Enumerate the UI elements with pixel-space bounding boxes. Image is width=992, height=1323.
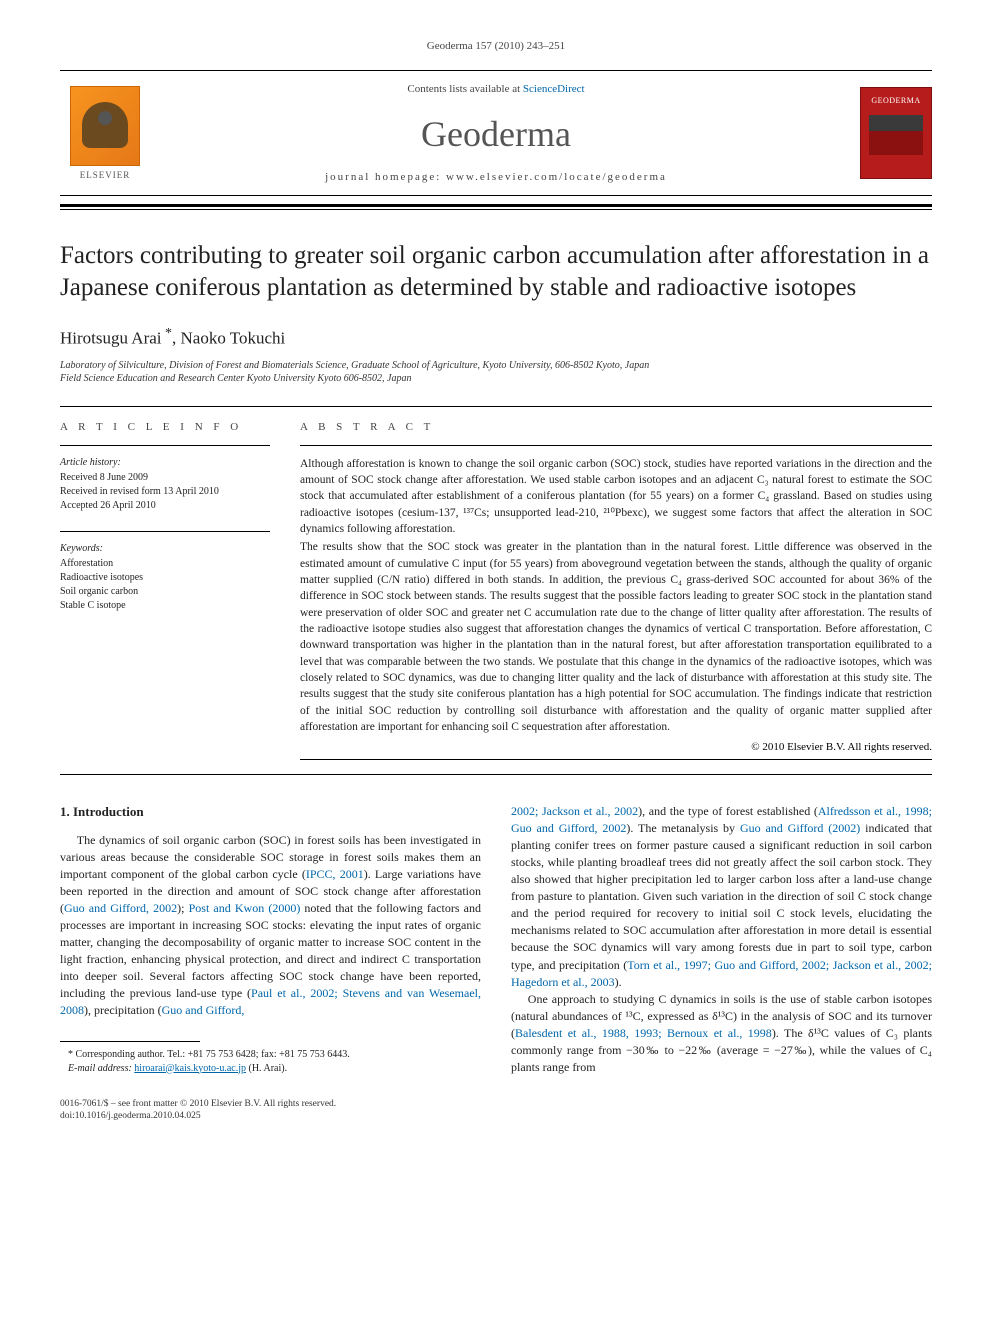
journal-name: Geoderma	[150, 113, 842, 155]
affiliation-1: Laboratory of Silviculture, Division of …	[60, 359, 932, 373]
intro-paragraph-right-2: One approach to studying C dynamics in s…	[511, 991, 932, 1076]
corresponding-author-footnote: * Corresponding author. Tel.: +81 75 753…	[60, 1048, 481, 1075]
author-2: Naoko Tokuchi	[181, 329, 286, 348]
contents-available-line: Contents lists available at ScienceDirec…	[150, 83, 842, 95]
footnote-tel-fax: * Corresponding author. Tel.: +81 75 753…	[60, 1048, 481, 1062]
abstract-column: A B S T R A C T Although afforestation i…	[300, 421, 932, 761]
history-revised: Received in revised form 13 April 2010	[60, 485, 270, 499]
history-received: Received 8 June 2009	[60, 471, 270, 485]
sciencedirect-link[interactable]: ScienceDirect	[523, 83, 585, 95]
abstract-paragraph-2: The results show that the SOC stock was …	[300, 539, 932, 735]
abstract-paragraph-1: Although afforestation is known to chang…	[300, 456, 932, 538]
author-separator: ,	[172, 329, 181, 348]
keywords-heading: Keywords:	[60, 542, 270, 556]
section-divider	[60, 406, 932, 407]
intro-text-r1a: ), and the type of forest established (	[638, 804, 818, 818]
affiliation-2: Field Science Education and Research Cen…	[60, 372, 932, 386]
contents-prefix: Contents lists available at	[407, 83, 522, 95]
keywords-block: Keywords: Afforestation Radioactive isot…	[60, 542, 270, 613]
publisher-logo-block: ELSEVIER	[60, 86, 150, 180]
section-heading-introduction: 1. Introduction	[60, 803, 481, 821]
abstract-divider-top	[300, 445, 932, 446]
intro-paragraph-right-1: 2002; Jackson et al., 2002), and the typ…	[511, 803, 932, 990]
intro-text-r1c: indicated that planting conifer trees on…	[511, 821, 932, 971]
body-column-left: 1. Introduction The dynamics of soil org…	[60, 803, 481, 1076]
footer-front-matter: 0016-7061/$ – see front matter © 2010 El…	[60, 1098, 932, 1110]
history-accepted: Accepted 26 April 2010	[60, 499, 270, 513]
tree-icon	[82, 102, 128, 148]
author-1: Hirotsugu Arai	[60, 329, 162, 348]
footer-doi: doi:10.1016/j.geoderma.2010.04.025	[60, 1110, 932, 1122]
article-info-label: A R T I C L E I N F O	[60, 421, 270, 433]
footnote-email-line: E-mail address: hiroarai@kais.kyoto-u.ac…	[60, 1062, 481, 1076]
asterisk-mark: *	[165, 326, 172, 341]
intro-text-1c: );	[177, 901, 188, 915]
intro-text-r1b: ). The metanalysis by	[626, 821, 740, 835]
ref-ipcc-2001[interactable]: IPCC, 2001	[306, 867, 364, 881]
homepage-prefix: journal homepage:	[325, 171, 446, 183]
abstract-label: A B S T R A C T	[300, 421, 932, 433]
ref-guo-gifford-cont[interactable]: Guo and Gifford,	[162, 1003, 245, 1017]
footnote-separator	[60, 1041, 200, 1042]
journal-homepage-line: journal homepage: www.elsevier.com/locat…	[150, 171, 842, 183]
keyword-3: Soil organic carbon	[60, 585, 270, 599]
intro-text-1e: ), precipitation (	[84, 1003, 162, 1017]
masthead-divider-thin	[60, 209, 932, 210]
keyword-1: Afforestation	[60, 557, 270, 571]
abstract-copyright: © 2010 Elsevier B.V. All rights reserved…	[300, 741, 932, 753]
body-divider	[60, 774, 932, 775]
author-list: Hirotsugu Arai *, Naoko Tokuchi	[60, 326, 932, 349]
cover-graphic	[869, 115, 923, 155]
journal-masthead: ELSEVIER Contents lists available at Sci…	[60, 70, 932, 196]
article-history-block: Article history: Received 8 June 2009 Re…	[60, 456, 270, 513]
corresponding-email-link[interactable]: hiroarai@kais.kyoto-u.ac.jp	[134, 1063, 246, 1074]
journal-cover-block: GEODERMA	[842, 87, 932, 179]
ref-2002-jackson[interactable]: 2002; Jackson et al., 2002	[511, 804, 638, 818]
publisher-name: ELSEVIER	[80, 170, 131, 180]
info-divider-mid	[60, 531, 270, 532]
cover-title: GEODERMA	[871, 96, 920, 105]
masthead-divider-thick	[60, 204, 932, 207]
info-abstract-row: A R T I C L E I N F O Article history: R…	[60, 421, 932, 761]
page-footer: 0016-7061/$ – see front matter © 2010 El…	[60, 1098, 932, 1123]
history-heading: Article history:	[60, 456, 270, 470]
affiliations: Laboratory of Silviculture, Division of …	[60, 359, 932, 386]
elsevier-tree-logo	[70, 86, 140, 166]
article-info-column: A R T I C L E I N F O Article history: R…	[60, 421, 270, 761]
email-label: E-mail address:	[68, 1063, 134, 1074]
abstract-text: Although afforestation is known to chang…	[300, 456, 932, 736]
ref-post-kwon-2000[interactable]: Post and Kwon (2000)	[189, 901, 301, 915]
running-header: Geoderma 157 (2010) 243–251	[60, 40, 932, 52]
ref-balesdent[interactable]: Balesdent et al., 1988, 1993; Bernoux et…	[515, 1026, 772, 1040]
keyword-2: Radioactive isotopes	[60, 571, 270, 585]
corresponding-asterisk: *	[162, 326, 173, 341]
journal-cover-thumbnail: GEODERMA	[860, 87, 932, 179]
keyword-4: Stable C isotope	[60, 599, 270, 613]
body-column-right: 2002; Jackson et al., 2002), and the typ…	[511, 803, 932, 1076]
info-divider-top	[60, 445, 270, 446]
abstract-divider-bottom	[300, 759, 932, 760]
article-title: Factors contributing to greater soil org…	[60, 240, 932, 304]
intro-text-r1d: ).	[615, 975, 622, 989]
homepage-url: www.elsevier.com/locate/geoderma	[446, 171, 667, 183]
ref-guo-gifford-2002b[interactable]: Guo and Gifford (2002)	[740, 821, 860, 835]
email-suffix: (H. Arai).	[246, 1063, 287, 1074]
ref-guo-gifford-2002a[interactable]: Guo and Gifford, 2002	[64, 901, 177, 915]
body-two-column: 1. Introduction The dynamics of soil org…	[60, 803, 932, 1076]
intro-paragraph-left: The dynamics of soil organic carbon (SOC…	[60, 832, 481, 1019]
masthead-center: Contents lists available at ScienceDirec…	[150, 83, 842, 183]
